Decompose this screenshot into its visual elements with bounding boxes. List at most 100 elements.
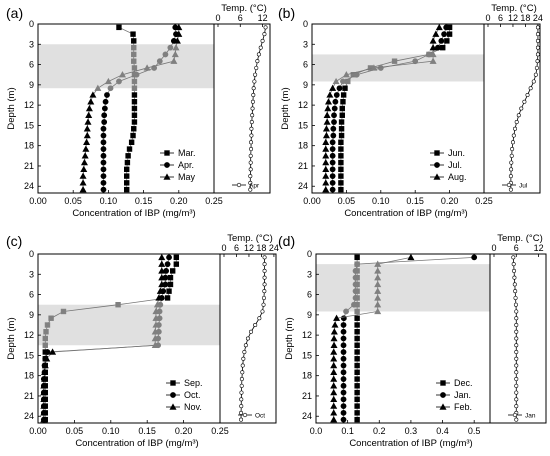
legend-marker-triangle — [169, 403, 177, 410]
data-point-triangle — [79, 179, 87, 186]
temperature-point — [262, 282, 267, 287]
data-point-square — [126, 146, 133, 152]
x-tick-label: 0.4 — [436, 426, 449, 436]
data-point-circle — [340, 389, 347, 396]
data-point-circle — [156, 58, 163, 65]
data-point-triangle — [171, 50, 179, 58]
data-point-triangle — [330, 334, 338, 342]
x-tick-label: 0.2 — [373, 426, 386, 436]
temperature-tick-label: 18 — [256, 243, 266, 253]
temperature-point — [262, 275, 267, 280]
x-tick-label: 0.1 — [341, 426, 354, 436]
y-tick-label: 21 — [302, 391, 312, 401]
data-point-square — [354, 403, 360, 409]
data-point-square — [338, 186, 344, 193]
legend-marker-circle — [170, 392, 176, 398]
data-point-square — [125, 153, 131, 159]
y-tick-label: 0 — [303, 19, 308, 29]
temperature-point — [510, 147, 515, 152]
data-point-triangle — [323, 118, 331, 125]
x-tick-label: 0.00 — [303, 196, 321, 206]
data-point-circle — [352, 288, 359, 295]
temperature-point — [245, 336, 250, 341]
y-tick-label: 24 — [24, 181, 34, 191]
temperature-line — [240, 257, 265, 420]
temperature-point — [508, 174, 513, 179]
data-point-circle — [352, 295, 359, 301]
y-tick-label: 21 — [298, 161, 308, 171]
data-point-triangle — [152, 321, 160, 328]
temperature-plot-frame — [213, 23, 271, 194]
data-point-circle — [471, 254, 478, 261]
data-point-circle — [352, 267, 359, 274]
temperature-point — [249, 329, 254, 334]
legend-label: Sep. — [184, 378, 203, 388]
temperature-point — [240, 370, 245, 375]
data-point-circle — [329, 139, 336, 146]
data-point-square — [354, 383, 360, 389]
panel-label: (d) — [278, 233, 295, 249]
x-tick-label: 0.15 — [406, 196, 424, 206]
legend-label: Apr. — [178, 160, 194, 170]
data-point-square — [354, 349, 360, 355]
temperature-point — [514, 336, 519, 341]
data-point-square — [391, 58, 398, 64]
data-point-square — [124, 166, 130, 173]
temperature-legend-marker — [506, 182, 512, 188]
temperature-point — [509, 153, 514, 158]
y-tick-label: 9 — [307, 310, 312, 320]
temperature-point — [514, 377, 519, 382]
temperature-point — [257, 316, 262, 321]
data-point-triangle — [342, 71, 350, 78]
x-tick-label: 0.10 — [372, 196, 390, 206]
shaded-layer — [38, 44, 214, 89]
temperature-tick-label: 24 — [533, 13, 543, 23]
data-point-triangle — [322, 145, 330, 152]
y-tick-label: 3 — [307, 269, 312, 279]
data-point-circle — [101, 119, 108, 125]
data-point-triangle — [370, 64, 378, 71]
y-axis-label: Depth (m) — [6, 317, 17, 359]
data-point-square — [354, 329, 360, 335]
temperature-point — [512, 282, 517, 287]
data-point-triangle — [330, 395, 338, 403]
data-point-square — [131, 92, 138, 98]
temperature-tick-label: 18 — [520, 13, 530, 23]
temperature-point — [528, 86, 533, 91]
data-point-circle — [100, 152, 107, 159]
data-point-square — [131, 119, 138, 125]
data-point-triangle — [322, 125, 330, 132]
data-point-circle — [100, 159, 107, 166]
data-point-triangle — [175, 30, 183, 37]
data-point-triangle — [79, 186, 87, 193]
data-point-square — [338, 166, 344, 173]
legend-label: Mar. — [178, 148, 196, 158]
temperature-tick-label: 6 — [234, 243, 239, 253]
temperature-point — [263, 25, 268, 30]
data-point-triangle — [322, 186, 330, 193]
data-point-triangle — [79, 172, 87, 179]
x-tick-label: 0.05 — [338, 196, 356, 206]
data-point-square — [131, 105, 138, 112]
y-tick-label: 9 — [303, 80, 308, 90]
temperature-point — [535, 25, 540, 30]
data-point-triangle — [158, 280, 166, 288]
data-point-circle — [441, 31, 447, 38]
data-point-triangle — [332, 77, 340, 85]
x-tick-label: 0.25 — [475, 196, 493, 206]
data-point-square — [131, 65, 138, 71]
temperature-point — [509, 167, 514, 172]
temperature-point — [249, 120, 254, 125]
legend-label: May — [178, 172, 196, 182]
temperature-point — [514, 316, 519, 321]
temperature-point — [260, 309, 265, 314]
data-point-square — [169, 268, 176, 274]
data-point-square — [164, 295, 171, 301]
data-point-square — [131, 99, 138, 105]
temperature-point — [514, 390, 519, 395]
temperature-point — [535, 59, 540, 64]
temperature-tick-label: 6 — [498, 13, 503, 23]
temperature-tick-label: 12 — [534, 243, 544, 253]
temperature-plot-frame — [483, 23, 541, 194]
temperature-tick-label: 24 — [269, 243, 279, 253]
